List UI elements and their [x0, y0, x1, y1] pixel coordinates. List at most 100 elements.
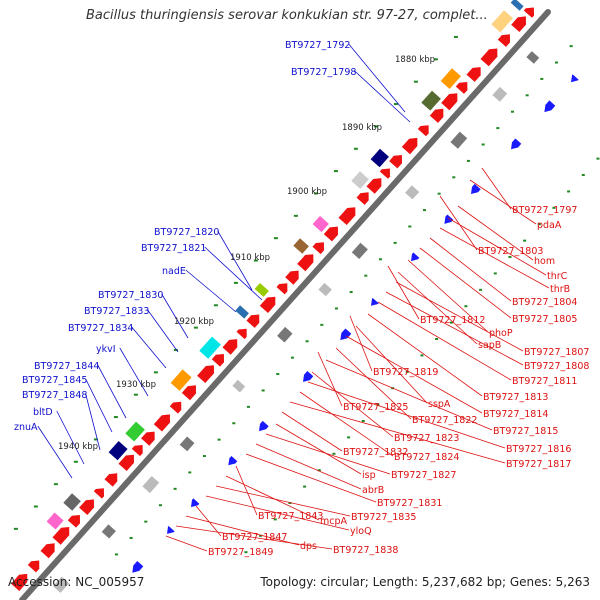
feature-box	[199, 336, 221, 359]
reverse-label-bt9727-1819: BT9727_1819	[373, 367, 438, 378]
reverse-label-sspa: sspA	[428, 399, 451, 410]
ruler-dot	[453, 35, 458, 38]
leader-line	[377, 301, 512, 381]
ruler-dot	[290, 356, 294, 359]
reverse-label-bt9727-1804: BT9727_1804	[512, 297, 577, 308]
leader-line	[204, 246, 263, 301]
ruler-label: 1910 kbp	[230, 253, 270, 263]
reverse-gene-arrow	[131, 445, 143, 457]
ruler-dot	[293, 214, 298, 217]
reverse-gene-arrow	[11, 573, 28, 591]
leader-line	[439, 227, 550, 289]
leader-line	[387, 265, 420, 320]
reverse-gene-arrow	[389, 155, 402, 169]
forward-gene-arrow	[191, 498, 200, 508]
reverse-label-bt9727-1807: BT9727_1807	[524, 347, 589, 358]
leader-line	[299, 391, 394, 457]
ruler-dot	[313, 192, 318, 195]
reverse-label-pdaa: pdaA	[537, 220, 562, 231]
ruler-dot	[581, 174, 585, 177]
reverse-label-isp: isp	[362, 470, 376, 481]
leader-line	[215, 485, 351, 517]
leader-line	[235, 465, 258, 516]
leader-line	[289, 401, 506, 464]
ruler-dot	[376, 403, 380, 406]
reverse-label-bt9727-1816: BT9727_1816	[506, 444, 571, 455]
reverse-label-bt9727-1823: BT9727_1823	[394, 433, 459, 444]
ruler-dot	[554, 61, 558, 64]
ruler-dot	[320, 323, 324, 326]
ruler-dot	[259, 534, 263, 537]
forward-label-bt9727-1792: BT9727_1792	[285, 40, 350, 51]
reverse-label-bt9727-1825: BT9727_1825	[343, 402, 408, 413]
reverse-label-thrb: thrB	[550, 284, 570, 295]
leader-line	[439, 195, 478, 251]
leader-line	[307, 381, 506, 449]
reverse-label-bt9727-1797: BT9727_1797	[512, 205, 577, 216]
ruler-dot	[244, 551, 248, 554]
ruler-dot	[540, 77, 544, 80]
ruler-dot	[93, 438, 98, 441]
leader-line	[85, 378, 113, 433]
ruler-dot	[233, 281, 238, 284]
leader-line	[354, 70, 411, 123]
ruler-dot	[569, 45, 573, 48]
leader-line	[397, 271, 478, 345]
reverse-label-bt9727-1817: BT9727_1817	[506, 459, 571, 470]
ruler-dot	[537, 223, 541, 226]
ruler-dot	[393, 103, 398, 106]
ruler-dot	[510, 110, 514, 113]
reverse-gene-arrow	[52, 527, 70, 545]
leader-line	[349, 315, 373, 372]
forward-gene-arrow	[340, 328, 352, 341]
reverse-label-bt9727-1822: BT9727_1822	[412, 415, 477, 426]
reverse-label-bt9727-1843: BT9727_1843	[258, 511, 323, 522]
feature-box	[351, 242, 368, 259]
ruler-dot	[303, 485, 307, 488]
forward-strand-labels: BT9727_1792 BT9727_1798 BT9727_1820 BT9727_…	[14, 40, 356, 433]
ruler-dot	[213, 304, 218, 307]
feature-box	[46, 512, 64, 530]
reverse-label-bt9727-1847: BT9727_1847	[222, 532, 287, 543]
ruler-dot	[596, 157, 600, 160]
reverse-label-bt9727-1849: BT9727_1849	[208, 547, 273, 558]
leader-line	[131, 326, 167, 369]
ruler-dot	[496, 127, 500, 130]
reverse-label-bt9727-1824: BT9727_1824	[394, 452, 459, 463]
reverse-gene-arrow	[480, 48, 498, 67]
ruler-dot	[188, 471, 192, 474]
feature-box	[277, 326, 293, 343]
leader-line	[97, 364, 127, 419]
forward-label-bltd: bltD	[33, 407, 53, 418]
reverse-gene-arrow	[356, 192, 369, 205]
feature-box	[179, 436, 195, 452]
reverse-gene-arrow	[285, 270, 299, 285]
ruler-dot	[413, 80, 418, 83]
reverse-gene-arrow	[259, 296, 276, 313]
ruler-dot	[347, 436, 351, 439]
gene-features	[11, 0, 579, 593]
ruler-dot	[466, 159, 470, 162]
ruler-dot	[317, 469, 321, 472]
ruler-dots	[13, 35, 600, 556]
reverse-label-bt9727-1835: BT9727_1835	[351, 512, 416, 523]
leader-line	[311, 371, 394, 438]
leader-line	[335, 347, 412, 420]
reverse-gene-arrow	[222, 339, 238, 355]
leader-line	[119, 347, 149, 397]
forward-label-bt9727-1830: BT9727_1830	[98, 290, 163, 301]
reverse-label-bt9727-1827: BT9727_1827	[391, 470, 456, 481]
reverse-gene-arrow	[153, 414, 170, 432]
ruler-label: 1890 kbp	[342, 123, 382, 133]
reverse-gene-arrow	[67, 515, 80, 528]
forward-gene-arrow	[371, 298, 379, 306]
leader-line	[325, 359, 493, 431]
leader-line	[355, 325, 428, 404]
ruler-dot	[33, 505, 38, 508]
map-title: Bacillus thuringiensis serovar konkukian…	[86, 8, 488, 23]
leader-line	[185, 515, 300, 546]
feature-box	[235, 305, 249, 319]
ruler-dot	[129, 537, 133, 540]
leader-line	[217, 230, 253, 291]
feature-box	[108, 441, 128, 461]
